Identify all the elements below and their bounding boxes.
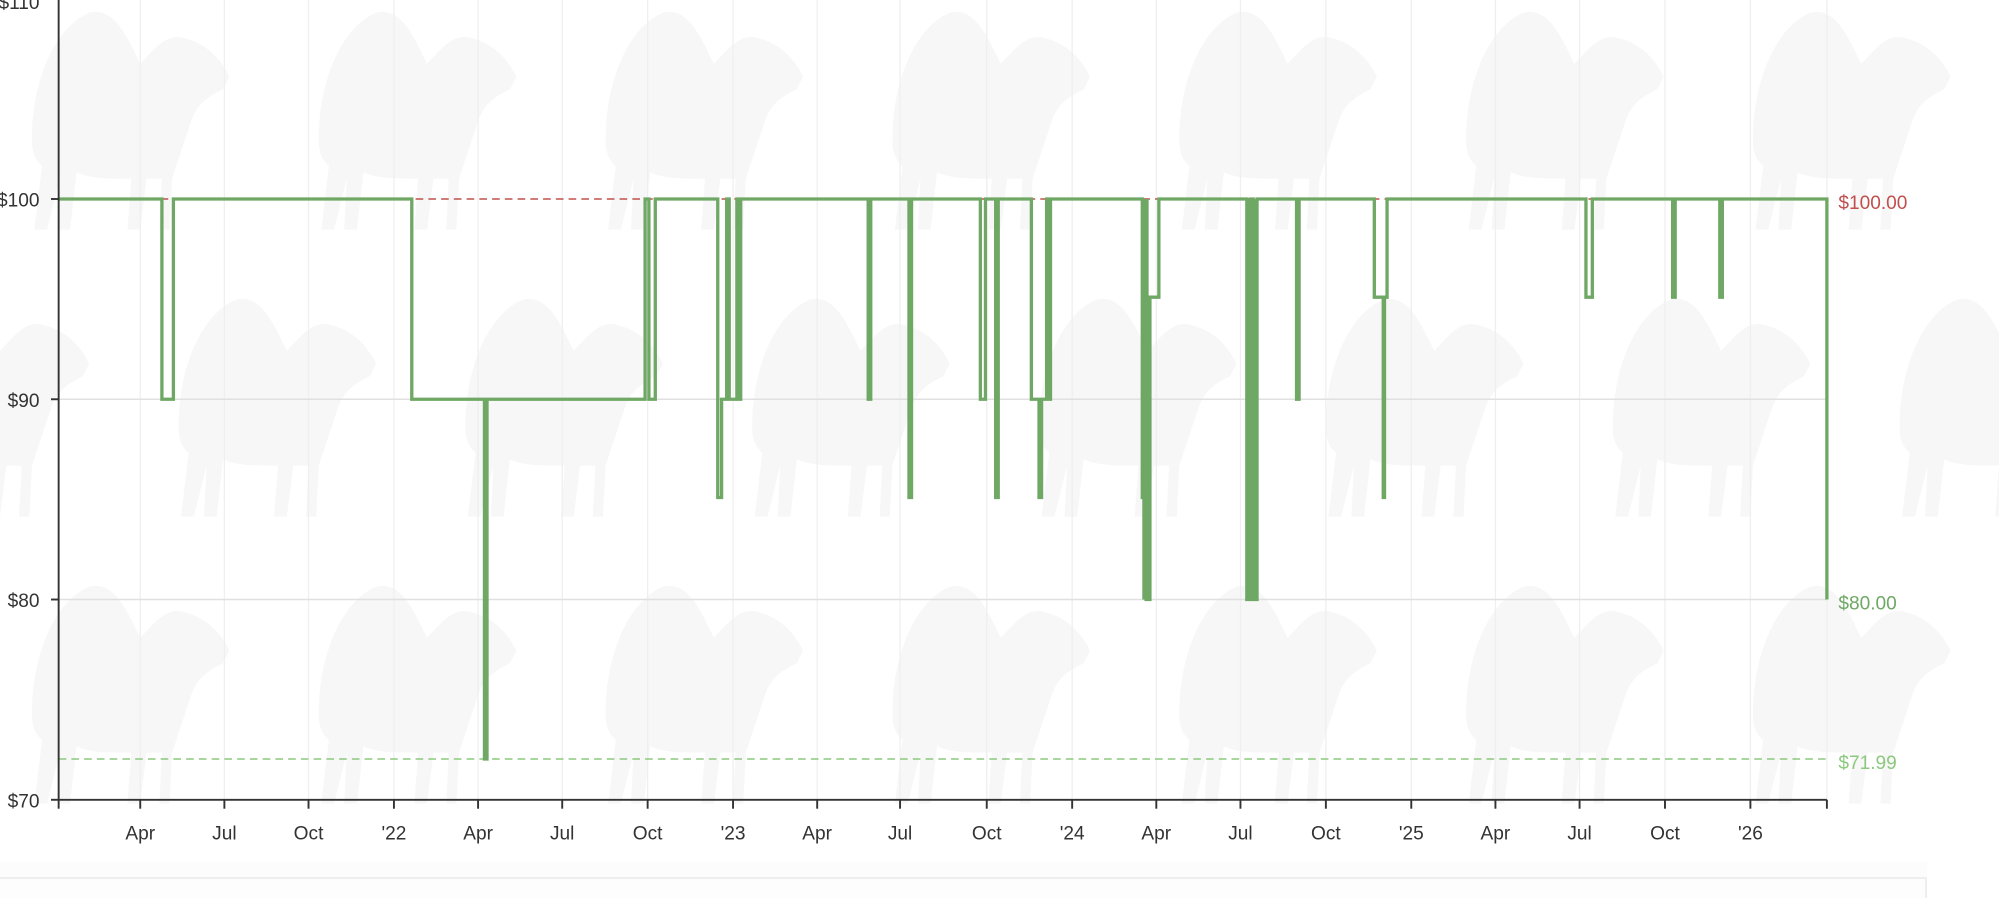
current-price-label: $80.00 bbox=[1838, 594, 1896, 615]
horizontal-gridlines bbox=[58, 398, 1827, 601]
x-label: Jul bbox=[1228, 823, 1252, 844]
price-line bbox=[58, 197, 1829, 761]
x-label: Oct bbox=[972, 823, 1002, 844]
lowest-price-label: $71.99 bbox=[1838, 753, 1896, 774]
x-label: Apr bbox=[802, 823, 832, 844]
highest-price-label: $100.00 bbox=[1838, 193, 1907, 214]
x-label: Apr bbox=[125, 823, 155, 844]
y-label-110: $110 bbox=[0, 0, 40, 14]
bottom-panel bbox=[0, 877, 1927, 898]
axes bbox=[50, 0, 1828, 809]
x-label: Jul bbox=[212, 823, 236, 844]
x-label: Apr bbox=[1141, 823, 1171, 844]
chart-footer-area bbox=[0, 862, 1927, 877]
x-label: Jul bbox=[888, 823, 912, 844]
y-axis-labels: $110 $100 $90 $80 $70 bbox=[0, 0, 40, 812]
dense-dip-cluster bbox=[1142, 198, 1149, 600]
x-axis-labels: Apr Jul Oct '22 Apr Jul Oct '23 Apr Jul … bbox=[125, 823, 1762, 844]
y-label-70: $70 bbox=[8, 791, 40, 812]
x-label: Jul bbox=[550, 823, 574, 844]
y-label-80: $80 bbox=[8, 591, 40, 612]
x-label: Apr bbox=[1481, 823, 1511, 844]
x-label: '23 bbox=[721, 823, 746, 844]
x-label: Apr bbox=[463, 823, 493, 844]
x-label: Oct bbox=[633, 823, 663, 844]
x-label: '26 bbox=[1738, 823, 1763, 844]
x-label: Oct bbox=[1650, 823, 1680, 844]
dense-dip-cluster bbox=[1245, 198, 1259, 600]
x-label: '24 bbox=[1060, 823, 1085, 844]
x-label: '22 bbox=[381, 823, 406, 844]
x-label: Jul bbox=[1567, 823, 1591, 844]
x-label: Oct bbox=[1311, 823, 1341, 844]
x-label: Oct bbox=[294, 823, 324, 844]
y-label-90: $90 bbox=[8, 391, 40, 412]
y-label-100: $100 bbox=[0, 191, 40, 212]
x-label: '25 bbox=[1399, 823, 1424, 844]
